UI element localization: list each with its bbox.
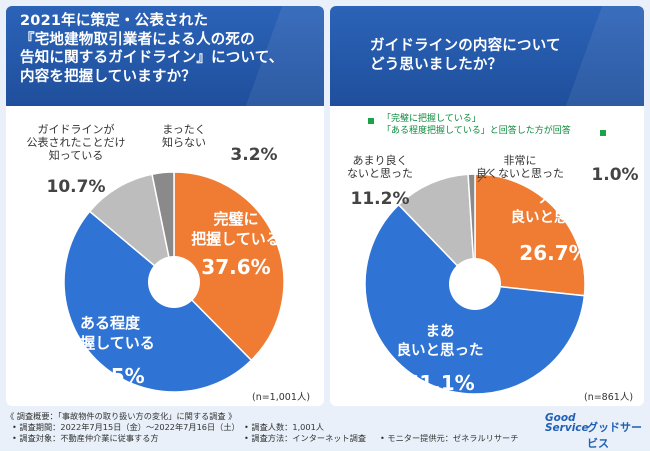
left-question-title: 2021年に策定・公表された 『宅地建物取引業者による人の死の 告知に関するガイ… [20,13,284,85]
left-question-header: 2021年に策定・公表された 『宅地建物取引業者による人の死の 告知に関するガイ… [6,6,324,106]
slice-category-label: 大変良いと思った [511,188,598,226]
slice-value-label: 11.2% [351,189,410,209]
survey-period: • 調査期間：2022年7月15日（金）～2022年7月16日（土） [12,422,240,432]
right-donut-chart: 大変良いと思った 26.7% まあ良いと思った 61.1% あまり良くないと思った 11.… [347,153,639,395]
slice-category-label: 完璧に把握している [191,210,281,248]
logo-good-text: Good [545,412,576,424]
pie-slice [88,173,176,284]
pie-slice [467,173,476,285]
pie-slice [151,171,175,283]
donut-hole [449,258,501,310]
pie-slice [173,171,285,362]
slice-value-label: 48.5% [75,364,144,388]
note-marker-left [368,118,374,124]
survey-footer: 《 調査概要：「事故物件の取り扱い方の変化」に関する調査 》 • 調査期間：20… [6,410,644,450]
slice-value-label: 26.7% [519,241,588,265]
right-sample-size: (n=861人) [584,392,634,403]
right-question-header: ガイドラインの内容について どう思いましたか？ [330,6,644,106]
right-chart-panel: ガイドラインの内容について どう思いましたか？ 「完璧に把握している」 「ある程… [330,6,644,406]
slice-category-label: ガイドラインが公表されたことだけ知っている [27,122,126,162]
good-service-logo: Good Service グッドサービス [545,412,645,451]
pie-slice [397,173,476,286]
pie-slice [474,173,586,297]
survey-provider: • モニター提供元：ゼネラルリサーチ [380,433,519,443]
slice-value-label: 10.7% [47,177,106,197]
survey-target: • 調査対象：不動産仲介業に従事する方 [12,433,159,443]
donut-hole [148,256,200,308]
slice-category-label: まあ良いと思った [397,323,484,359]
left-sample-size: (n=1,001人) [252,392,311,403]
slice-value-label: 3.2% [230,145,277,165]
note-marker-right [600,130,606,136]
survey-method: • 調査方法：インターネット調査 [244,433,367,443]
logo-company-name: グッドサービス [587,421,642,450]
slice-category-label: 非常に良くないと思った [476,154,564,180]
right-question-title: ガイドラインの内容について どう思いましたか？ [370,38,561,73]
survey-count: • 調査人数：1,001人 [244,422,324,432]
slice-value-label: 61.1% [405,371,474,395]
leader-line [477,168,491,183]
left-donut-chart: 完璧に把握している 37.6% ある程度把握している 48.5% ガイドラインが公表され… [27,122,285,393]
logo-service-text: Service [545,422,589,434]
respondent-note: 「完璧に把握している」 「ある程度把握している」と回答した方が回答 [382,114,571,136]
slice-category-label: ある程度把握している [65,314,155,352]
slice-category-label: まったく知らない [162,123,206,149]
slice-category-label: あまり良くないと思った [347,153,413,180]
slice-value-label: 37.6% [201,255,270,279]
slice-value-label: 1.0% [591,165,638,185]
survey-overview: 《 調査概要：「事故物件の取り扱い方の変化」に関する調査 》 [6,411,237,421]
left-chart-panel: 2021年に策定・公表された 『宅地建物取引業者による人の死の 告知に関するガイ… [6,6,324,406]
